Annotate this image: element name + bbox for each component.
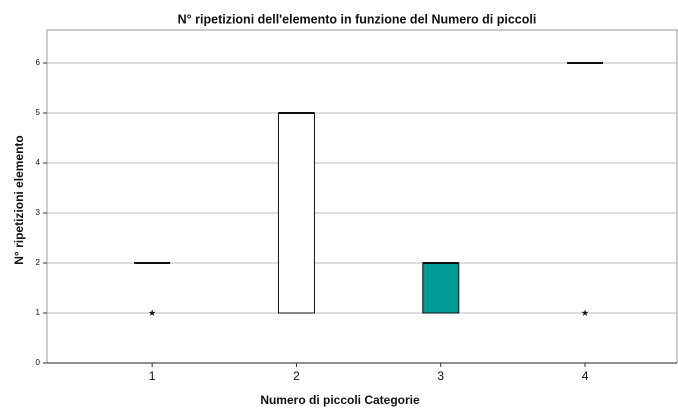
y-tick-label: 6 xyxy=(36,58,41,67)
y-axis-label: N° ripetizioni elemento xyxy=(12,135,26,264)
x-tick-label: 1 xyxy=(149,369,156,383)
x-tick-label: 3 xyxy=(437,369,444,383)
y-tick-label: 2 xyxy=(36,258,41,267)
x-tick-label: 4 xyxy=(582,369,589,383)
y-tick-label: 5 xyxy=(36,108,41,117)
y-tick-label: 4 xyxy=(36,158,41,167)
box xyxy=(422,262,460,314)
chart-title: N° ripetizioni dell'elemento in funzione… xyxy=(178,12,537,26)
y-tick-label: 1 xyxy=(36,308,41,317)
box xyxy=(277,112,315,314)
outlier xyxy=(581,309,589,316)
y-tick-label: 0 xyxy=(36,358,41,367)
x-axis-label: Numero di piccoli Categorie xyxy=(260,393,420,407)
y-tick-label: 3 xyxy=(36,208,41,217)
outlier xyxy=(148,309,156,316)
x-tick-label: 2 xyxy=(293,369,300,383)
